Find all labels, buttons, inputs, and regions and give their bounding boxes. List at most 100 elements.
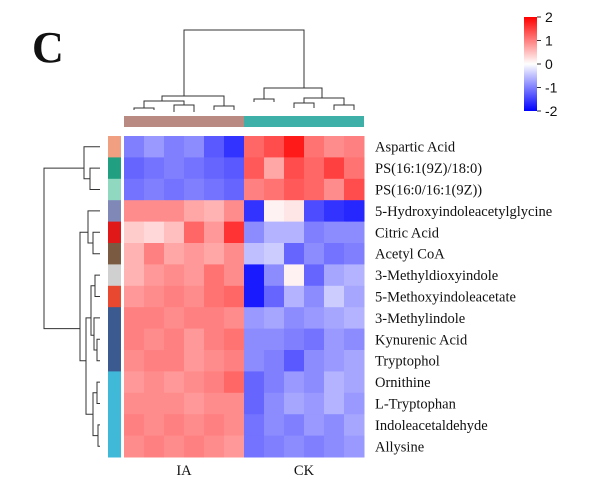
column-dendrogram-link	[183, 29, 305, 96]
heatmap-cell	[324, 243, 345, 265]
heatmap-cell	[284, 371, 305, 394]
heatmap-cell	[204, 264, 225, 287]
heatmap-cell	[144, 136, 165, 158]
row-dendrogram-link	[96, 338, 100, 362]
heatmap-cell	[224, 371, 245, 394]
heatmap-cell	[144, 307, 165, 330]
heatmap-cell	[124, 264, 145, 287]
heatmap-cell	[264, 136, 285, 158]
heatmap-cell	[224, 136, 245, 158]
heatmap-cell	[164, 392, 185, 415]
legend-tick-label: -1	[545, 80, 558, 96]
row-dendrogram-link	[92, 231, 100, 255]
heatmap-cell	[164, 285, 185, 308]
heatmap-cell	[324, 435, 345, 458]
heatmap-cell	[344, 392, 365, 415]
heatmap-cell	[324, 414, 345, 437]
heatmap-cell	[264, 371, 285, 394]
heatmap-cell	[304, 435, 325, 458]
heatmap-cell	[184, 264, 205, 287]
row-label: Kynurenic Acid	[375, 332, 468, 348]
heatmap-cell	[204, 392, 225, 415]
heatmap-cell	[264, 264, 285, 287]
heatmap-cell	[224, 264, 245, 287]
heatmap-cell	[204, 371, 225, 394]
heatmap-cell	[244, 243, 265, 265]
heatmap-cell	[324, 371, 345, 394]
heatmap-cell	[264, 350, 285, 372]
heatmap-cell	[304, 221, 325, 244]
heatmap-cell	[184, 371, 205, 394]
heatmap-cell	[204, 435, 225, 458]
row-label: 5-Hydroxyindoleacetylglycine	[375, 204, 552, 220]
heatmap-cell	[244, 178, 265, 201]
heatmap-cell	[264, 435, 285, 458]
heatmap-cell	[324, 350, 345, 372]
heatmap-cell	[184, 243, 205, 265]
heatmap-cell	[264, 285, 285, 308]
row-cluster-swatch	[108, 414, 121, 437]
column-dendrogram-link	[263, 87, 323, 99]
heatmap-cell	[344, 136, 365, 158]
heatmap-cell	[344, 243, 365, 265]
heatmap-cell	[224, 392, 245, 415]
heatmap-cell	[144, 157, 165, 180]
heatmap-cell	[144, 264, 165, 287]
heatmap-cell	[164, 178, 185, 201]
legend-tick-label: -2	[545, 103, 558, 119]
heatmap-cell	[284, 435, 305, 458]
heatmap-cell	[144, 285, 165, 308]
heatmap-cell	[244, 350, 265, 372]
heatmap-cell	[204, 243, 225, 265]
heatmap-cell	[224, 328, 245, 351]
row-dendrogram-link	[83, 146, 100, 180]
heatmap-cell	[184, 178, 205, 201]
row-cluster-swatch	[108, 285, 121, 308]
heatmap-cell	[144, 221, 165, 244]
x-group-label: CK	[294, 463, 315, 479]
heatmap-cell	[224, 285, 245, 308]
row-dendrogram-link	[89, 167, 100, 190]
heatmap-cell	[124, 157, 145, 180]
row-label: Aspartic Acid	[375, 140, 456, 156]
heatmap-cell	[224, 435, 245, 458]
heatmap-cell	[244, 157, 265, 180]
heatmap-cell	[284, 350, 305, 372]
heatmap-cell	[124, 328, 145, 351]
row-dendrogram-link	[97, 424, 100, 447]
panel-label: C	[32, 23, 64, 72]
heatmap-cell	[184, 200, 205, 223]
heatmap-cell	[204, 136, 225, 158]
heatmap-cell	[304, 350, 325, 372]
heatmap-cell	[164, 414, 185, 437]
heatmap-cell	[204, 307, 225, 330]
heatmap-cell	[124, 414, 145, 437]
heatmap-cell	[244, 285, 265, 308]
heatmap-cell	[124, 285, 145, 308]
heatmap-cell	[344, 157, 365, 180]
heatmap-cell	[184, 414, 205, 437]
row-cluster-swatch	[108, 157, 121, 180]
row-dendrogram-link	[43, 167, 84, 330]
heatmap-cell	[184, 285, 205, 308]
heatmap-cell	[304, 136, 325, 158]
heatmap-cell	[264, 307, 285, 330]
heatmap-cell	[264, 243, 285, 265]
row-label: Citric Acid	[375, 225, 440, 241]
heatmap-cell	[164, 157, 185, 180]
column-dendrogram-link	[161, 95, 225, 106]
row-dendrogram-link	[79, 231, 88, 362]
heatmap-cell	[264, 221, 285, 244]
row-label: Ornithine	[375, 375, 431, 391]
heatmap-cell	[184, 157, 205, 180]
legend-tick-label: 1	[545, 33, 553, 49]
legend-tick-label: 2	[545, 9, 553, 25]
heatmap-cell	[164, 371, 185, 394]
column-dendrogram-link	[303, 97, 345, 105]
row-cluster-swatch	[108, 392, 121, 415]
heatmap-cell	[324, 307, 345, 330]
heatmap-cell	[264, 157, 285, 180]
column-dendrogram-link	[293, 102, 315, 108]
heatmap-cell	[284, 243, 305, 265]
heatmap-cell	[164, 350, 185, 372]
